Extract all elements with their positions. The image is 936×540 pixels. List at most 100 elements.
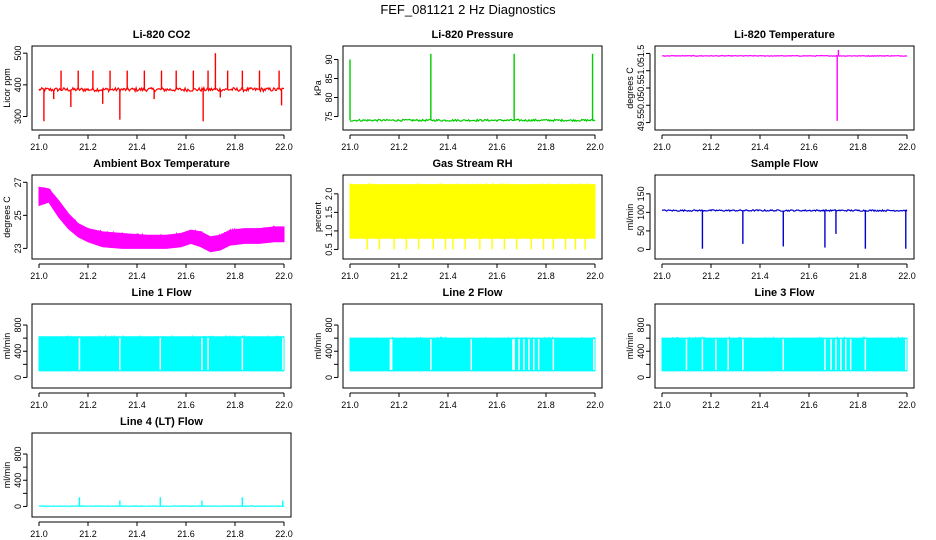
x-tick-label: 21.0 [653, 142, 671, 152]
y-tick-label: 400 [324, 344, 334, 359]
panel-5: Gas Stream RH 21.0 21.2 21.4 21.6 21.8 22.0 0.5… [313, 158, 604, 281]
y-tick-label: 100 [636, 205, 646, 220]
x-tick-label: 21.0 [341, 400, 359, 410]
x-tick-label: 21.8 [849, 400, 867, 410]
x-tick-label: 22.0 [275, 271, 293, 281]
y-tick-label: 300 [13, 109, 23, 124]
x-tick-label: 21.0 [30, 529, 48, 539]
y-tick-label: 400 [13, 473, 23, 488]
y-tick-label: 80 [324, 92, 334, 102]
panel-title: Line 3 Flow [755, 287, 815, 299]
x-tick-label: 21.0 [653, 400, 671, 410]
x-tick-label: 22.0 [586, 400, 604, 410]
x-tick-label: 21.4 [128, 142, 146, 152]
x-tick-label: 21.4 [751, 400, 769, 410]
y-tick-label: 0 [13, 504, 23, 509]
y-tick-label: 51.5 [636, 45, 646, 63]
y-tick-label: 75 [324, 111, 334, 121]
panel-title: Gas Stream RH [432, 158, 512, 170]
series-line [349, 118, 596, 123]
panel-title: Sample Flow [751, 158, 819, 170]
x-tick-label: 21.4 [128, 529, 146, 539]
x-tick-label: 21.8 [226, 529, 244, 539]
x-tick-label: 22.0 [898, 271, 916, 281]
x-tick-label: 21.6 [800, 400, 818, 410]
x-axis: 21.0 21.2 21.4 21.6 21.8 22.0 [341, 263, 604, 281]
y-tick-label: 23 [13, 243, 23, 253]
y-axis-label: degrees C [2, 196, 12, 238]
y-tick-label: 800 [636, 318, 646, 333]
x-axis: 21.0 21.2 21.4 21.6 21.8 22.0 [30, 392, 293, 410]
x-tick-label: 21.6 [488, 271, 506, 281]
panel-title: Li-820 Pressure [432, 29, 514, 41]
x-tick-label: 21.0 [30, 271, 48, 281]
x-axis: 21.0 21.2 21.4 21.6 21.8 22.0 [30, 521, 293, 539]
panel-title: Line 4 (LT) Flow [120, 416, 203, 428]
plot-frame [654, 303, 915, 389]
x-tick-label: 21.6 [488, 400, 506, 410]
x-tick-label: 21.8 [537, 400, 555, 410]
panel-title: Li-820 Temperature [734, 29, 835, 41]
y-axis-label: ml/min [313, 333, 323, 360]
y-tick-label: 1.0 [324, 225, 334, 238]
y-axis-label: Licor ppm [2, 68, 12, 108]
x-tick-label: 21.6 [177, 400, 195, 410]
x-tick-label: 22.0 [275, 529, 293, 539]
data-series [349, 336, 596, 372]
y-tick-label: 400 [13, 344, 23, 359]
x-tick-label: 21.2 [79, 142, 97, 152]
x-tick-label: 21.6 [800, 271, 818, 281]
panel-2: Li-820 Pressure 21.0 21.2 21.4 21.6 21.8 22.0 7… [313, 29, 604, 152]
x-tick-label: 21.8 [537, 271, 555, 281]
x-tick-label: 21.2 [390, 400, 408, 410]
x-tick-label: 21.4 [439, 142, 457, 152]
x-tick-label: 21.2 [79, 271, 97, 281]
x-tick-label: 21.8 [226, 271, 244, 281]
plot-frame [654, 45, 915, 131]
data-series [661, 336, 908, 372]
data-series [661, 50, 908, 121]
data-series [38, 335, 285, 372]
y-tick-label: 0 [636, 375, 646, 380]
x-tick-label: 21.6 [177, 142, 195, 152]
series-line [661, 54, 908, 57]
panel-8: Line 2 Flow 21.0 21.2 21.4 21.6 21.8 22.0 0 400 8… [313, 287, 604, 410]
y-tick-label: 0 [13, 375, 23, 380]
y-tick-label: 25 [13, 210, 23, 220]
y-tick-label: 0.5 [324, 243, 334, 256]
x-tick-label: 21.6 [177, 529, 195, 539]
x-tick-label: 21.0 [30, 142, 48, 152]
x-tick-label: 22.0 [898, 400, 916, 410]
y-tick-label: 50.0 [636, 97, 646, 115]
y-tick-label: 400 [636, 344, 646, 359]
y-tick-label: 500 [13, 46, 23, 61]
plot-frame [31, 432, 292, 518]
data-series [38, 497, 285, 507]
y-axis-label: degrees C [625, 67, 635, 109]
series-band [661, 337, 908, 372]
x-tick-label: 21.2 [702, 271, 720, 281]
series-band [38, 336, 285, 372]
data-series [349, 53, 596, 123]
x-tick-label: 21.8 [537, 142, 555, 152]
panel-3: Li-820 Temperature 21.0 21.2 21.4 21.6 21.8 22… [625, 29, 916, 152]
x-axis: 21.0 21.2 21.4 21.6 21.8 22.0 [653, 134, 916, 152]
y-tick-label: 27 [13, 177, 23, 187]
x-tick-label: 21.2 [390, 271, 408, 281]
x-tick-label: 21.2 [702, 142, 720, 152]
x-axis: 21.0 21.2 21.4 21.6 21.8 22.0 [341, 134, 604, 152]
x-tick-label: 21.4 [751, 142, 769, 152]
panel-title: Line 2 Flow [443, 287, 503, 299]
x-axis: 21.0 21.2 21.4 21.6 21.8 22.0 [30, 134, 293, 152]
data-series [38, 53, 285, 122]
x-tick-label: 21.6 [177, 271, 195, 281]
y-tick-label: 51.0 [636, 62, 646, 80]
panel-7: Line 1 Flow 21.0 21.2 21.4 21.6 21.8 22.0 0 400 8… [2, 287, 293, 410]
y-tick-label: 50.5 [636, 79, 646, 97]
